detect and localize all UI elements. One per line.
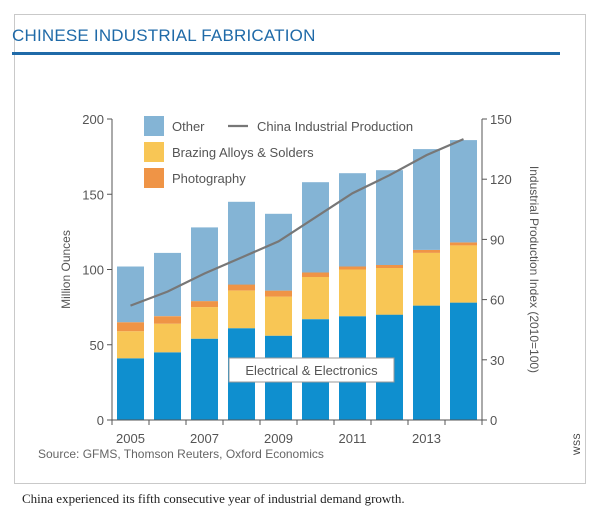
bar-segment bbox=[450, 302, 477, 420]
bar-segment bbox=[413, 249, 440, 253]
bar-segment bbox=[265, 290, 292, 297]
bar-segment bbox=[339, 266, 366, 270]
bar-segment bbox=[376, 170, 403, 265]
bar-segment bbox=[376, 268, 403, 315]
chart-panel bbox=[14, 14, 586, 484]
chart-title: CHINESE INDUSTRIAL FABRICATION bbox=[12, 26, 316, 45]
bar-segment bbox=[154, 252, 181, 317]
bar-segment bbox=[413, 149, 440, 250]
legend-label: Brazing Alloys & Solders bbox=[172, 145, 314, 160]
annotation-box bbox=[228, 357, 395, 383]
bar-segment bbox=[450, 245, 477, 303]
legend-label: China Industrial Production bbox=[257, 119, 413, 134]
y-tick-label: 200 bbox=[82, 112, 104, 127]
bar-segment bbox=[413, 252, 440, 306]
bar-segment bbox=[339, 173, 366, 267]
y-tick-label: 0 bbox=[97, 413, 104, 428]
bar-segment bbox=[228, 201, 255, 285]
bar-segment bbox=[376, 265, 403, 268]
bar-segment bbox=[302, 182, 329, 273]
title-rule bbox=[12, 52, 560, 55]
bar-segment bbox=[339, 269, 366, 317]
bar-segment bbox=[265, 296, 292, 336]
legend-label: Other bbox=[172, 119, 205, 134]
y-tick-label: 50 bbox=[90, 338, 104, 353]
x-tick-label: 2011 bbox=[339, 431, 367, 446]
y2-tick-label: 150 bbox=[490, 112, 512, 127]
bars-layer bbox=[117, 140, 477, 420]
y-tick-label: 100 bbox=[82, 263, 104, 278]
production-index-line bbox=[130, 138, 464, 307]
side-mark: WSS bbox=[572, 432, 582, 455]
y2-tick-label: 30 bbox=[490, 353, 504, 368]
legend-label: Photography bbox=[172, 171, 246, 186]
bar-segment bbox=[450, 242, 477, 246]
bar-segment bbox=[117, 322, 144, 332]
bar-segment bbox=[154, 352, 181, 420]
bar-segment bbox=[154, 323, 181, 353]
axes-layer: 0 50 100 150 200 0 30 60 90 120 150 2005 2007 2009 201… bbox=[59, 112, 541, 446]
bar-segment bbox=[154, 316, 181, 324]
line-layer bbox=[130, 138, 464, 307]
legend-swatch bbox=[144, 168, 164, 188]
x-tick-label: 2007 bbox=[190, 431, 219, 446]
bar-segment bbox=[191, 307, 218, 339]
bar-segment bbox=[228, 284, 255, 291]
bar-segment bbox=[450, 140, 477, 243]
bar-segment bbox=[228, 290, 255, 329]
bar-segment bbox=[117, 358, 144, 420]
y2-tick-label: 60 bbox=[490, 293, 504, 308]
bar-segment bbox=[117, 331, 144, 359]
x-tick-label: 2009 bbox=[264, 431, 293, 446]
bar-segment bbox=[302, 272, 329, 277]
legend-layer: Other Brazing Alloys & Solders Photography… bbox=[144, 116, 413, 188]
bar-segment bbox=[265, 213, 292, 291]
bar-segment bbox=[302, 277, 329, 320]
bar-segment bbox=[413, 305, 440, 420]
bar-segment bbox=[191, 227, 218, 302]
y2-tick-label: 120 bbox=[490, 172, 512, 187]
bar-segment bbox=[191, 301, 218, 308]
annotation-layer: Electrical & Electronics bbox=[228, 357, 395, 383]
x-tick-label: 2013 bbox=[412, 431, 441, 446]
bar-segment bbox=[191, 338, 218, 420]
legend-swatch bbox=[144, 116, 164, 136]
source-note: Source: GFMS, Thomson Reuters, Oxford Ec… bbox=[38, 447, 324, 461]
y-axis-title: Million Ounces bbox=[59, 230, 73, 309]
figure-caption: China experienced its fifth consecutive … bbox=[22, 491, 405, 506]
y-tick-label: 150 bbox=[82, 187, 104, 202]
y2-axis-title: Industrial Production Index (2010=100) bbox=[527, 166, 541, 373]
annotation-label: Electrical & Electronics bbox=[245, 363, 378, 378]
x-tick-label: 2005 bbox=[116, 431, 145, 446]
legend-swatch bbox=[144, 142, 164, 162]
y2-tick-label: 0 bbox=[490, 413, 497, 428]
bar-segment bbox=[117, 266, 144, 323]
y2-tick-label: 90 bbox=[490, 232, 504, 247]
